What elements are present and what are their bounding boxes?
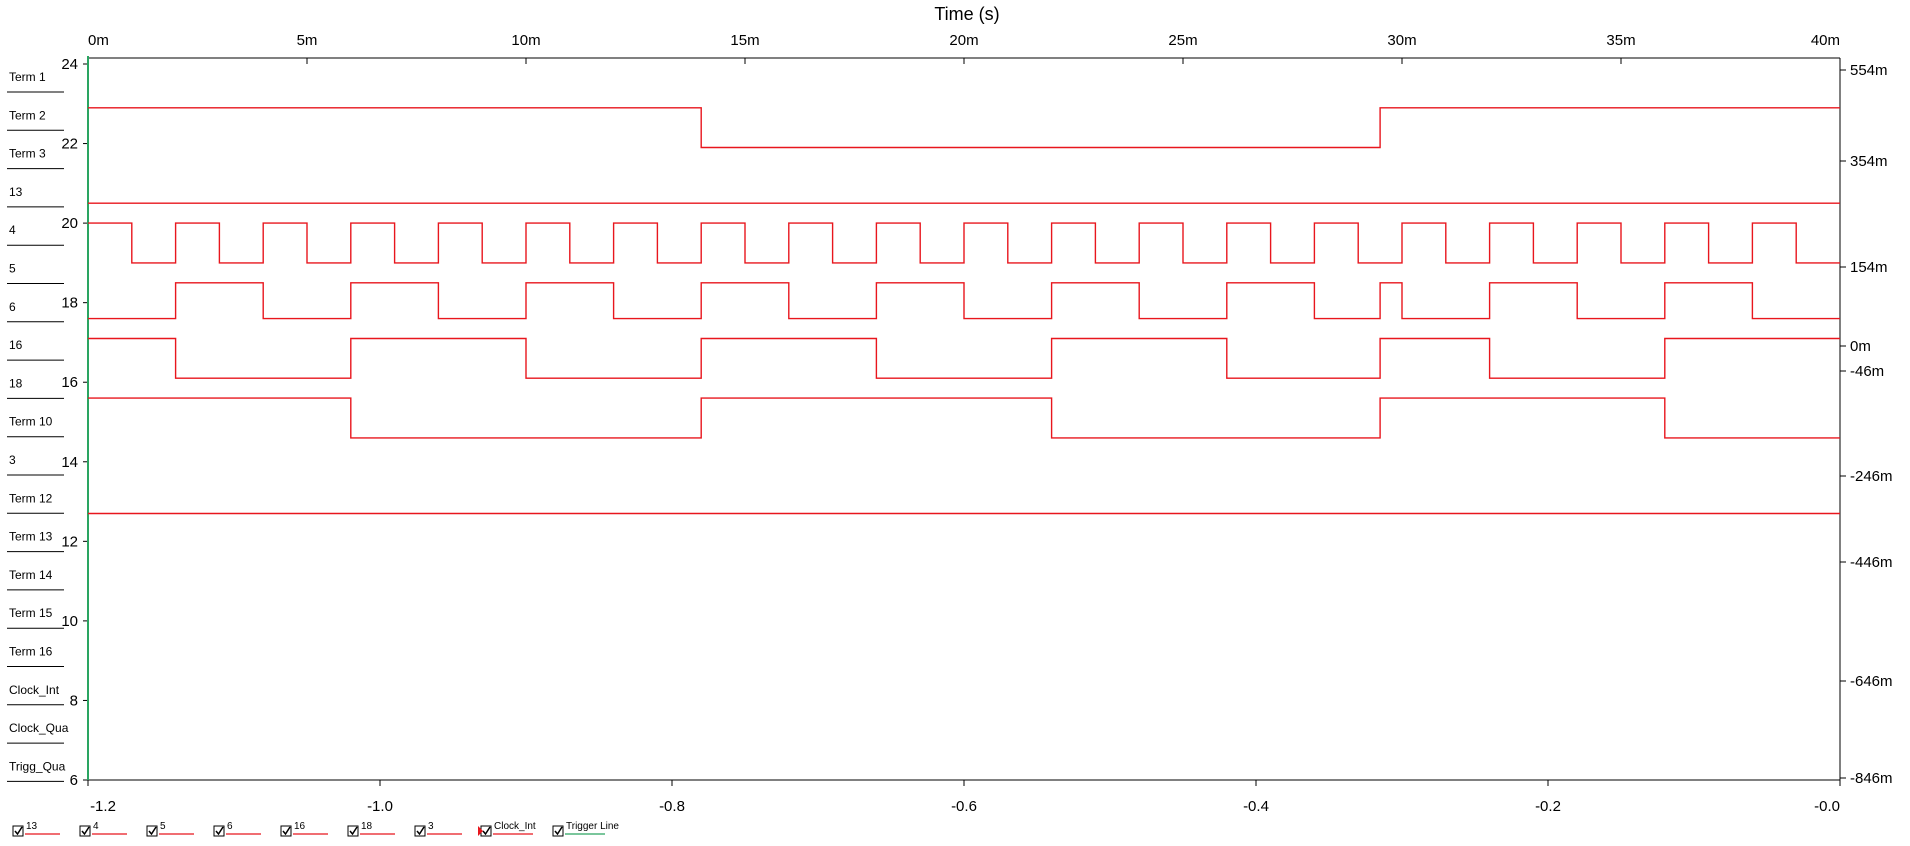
trace-18 bbox=[88, 397, 1840, 439]
legend-item-13[interactable]: 13 bbox=[12, 821, 60, 837]
legend-label: Clock_Int bbox=[494, 821, 536, 832]
left-axis-tick-label: 8 bbox=[70, 692, 78, 709]
channel-label[interactable]: Term 3 bbox=[9, 147, 46, 161]
right-axis-tick-label: -446m bbox=[1850, 554, 1893, 571]
checkmark-icon bbox=[482, 826, 491, 836]
clock-marker-icon bbox=[478, 826, 483, 836]
right-axis-tick-label: 154m bbox=[1850, 259, 1888, 276]
right-axis-tick-label: 0m bbox=[1850, 338, 1871, 355]
top-axis-tick-label: 0m bbox=[88, 32, 109, 49]
legend-checkbox[interactable] bbox=[552, 825, 564, 837]
bottom-axis-tick-label: -1.0 bbox=[367, 798, 393, 815]
trace-6 bbox=[88, 282, 1840, 320]
channel-label[interactable]: 4 bbox=[9, 223, 16, 237]
legend-item-18[interactable]: 18 bbox=[347, 821, 395, 837]
channel-label[interactable]: Term 12 bbox=[9, 491, 53, 505]
right-axis-tick-label: 554m bbox=[1850, 62, 1888, 79]
right-axis-tick-label: -46m bbox=[1850, 363, 1884, 380]
legend-item-3[interactable]: 3 bbox=[414, 821, 462, 837]
trace-16 bbox=[88, 337, 1840, 379]
legend-item-16[interactable]: 16 bbox=[280, 821, 328, 837]
trace-5 bbox=[88, 222, 1840, 264]
legend-item-clock_int[interactable]: Clock_Int bbox=[480, 821, 536, 837]
legend-checkbox[interactable] bbox=[213, 825, 225, 837]
legend-item-6[interactable]: 6 bbox=[213, 821, 261, 837]
top-axis-tick-label: 35m bbox=[1606, 32, 1635, 49]
top-axis-tick-label: 20m bbox=[949, 32, 978, 49]
legend-label: 18 bbox=[361, 821, 373, 832]
top-axis-tick-label: 40m bbox=[1811, 32, 1840, 49]
bottom-axis-tick-label: -1.2 bbox=[90, 798, 116, 815]
channel-label[interactable]: 6 bbox=[9, 300, 16, 314]
checkmark-icon bbox=[349, 826, 358, 836]
legend-item-5[interactable]: 5 bbox=[146, 821, 194, 837]
channel-label[interactable]: Term 15 bbox=[9, 606, 53, 620]
right-axis-tick-label: -646m bbox=[1850, 673, 1893, 690]
right-axis-tick-label: 354m bbox=[1850, 153, 1888, 170]
left-axis-tick-label: 10 bbox=[61, 613, 78, 630]
legend-label: 16 bbox=[294, 821, 306, 832]
top-axis-tick-label: 25m bbox=[1168, 32, 1197, 49]
checkmark-icon bbox=[148, 826, 157, 836]
left-axis-tick-label: 20 bbox=[61, 215, 78, 232]
channel-label[interactable]: 18 bbox=[9, 376, 23, 390]
checkmark-icon bbox=[81, 826, 90, 836]
legend-checkbox[interactable] bbox=[414, 825, 426, 837]
legend-label: 4 bbox=[93, 821, 99, 832]
bottom-axis-tick-label: -0.8 bbox=[659, 798, 685, 815]
legend-item-trigger-line[interactable]: Trigger Line bbox=[552, 821, 619, 837]
top-axis-tick-label: 5m bbox=[297, 32, 318, 49]
legend-label: 13 bbox=[26, 821, 38, 832]
bottom-axis-tick-label: -0.6 bbox=[951, 798, 977, 815]
checkmark-icon bbox=[14, 826, 23, 836]
right-axis-tick-label: -246m bbox=[1850, 468, 1893, 485]
top-axis-tick-label: 10m bbox=[511, 32, 540, 49]
channel-label[interactable]: 16 bbox=[9, 338, 23, 352]
legend-label: Trigger Line bbox=[566, 821, 619, 832]
channel-label[interactable]: Term 13 bbox=[9, 530, 53, 544]
channel-label[interactable]: Clock_Qua bbox=[9, 721, 69, 735]
checkmark-icon bbox=[215, 826, 224, 836]
legend-checkbox[interactable] bbox=[12, 825, 24, 837]
legend-checkbox[interactable] bbox=[280, 825, 292, 837]
bottom-axis-tick-label: -0.0 bbox=[1814, 798, 1840, 815]
bottom-axis-tick-label: -0.4 bbox=[1243, 798, 1269, 815]
top-axis-tick-label: 15m bbox=[730, 32, 759, 49]
checkmark-icon bbox=[282, 826, 291, 836]
checkmark-icon bbox=[554, 826, 563, 836]
left-axis-tick-label: 14 bbox=[61, 454, 78, 471]
channel-label[interactable]: 5 bbox=[9, 262, 16, 276]
legend-label: 6 bbox=[227, 821, 233, 832]
left-axis-tick-label: 24 bbox=[61, 56, 78, 73]
left-axis-tick-label: 16 bbox=[61, 374, 78, 391]
channel-label[interactable]: Clock_Int bbox=[9, 683, 60, 697]
checkmark-icon bbox=[416, 826, 425, 836]
channel-label[interactable]: Term 2 bbox=[9, 108, 46, 122]
legend-label: 5 bbox=[160, 821, 166, 832]
channel-label[interactable]: Term 14 bbox=[9, 568, 53, 582]
trace-13 bbox=[88, 107, 1840, 149]
channel-label[interactable]: Term 16 bbox=[9, 645, 53, 659]
right-axis-tick-label: -846m bbox=[1850, 770, 1893, 787]
legend-checkbox[interactable] bbox=[79, 825, 91, 837]
legend-item-4[interactable]: 4 bbox=[79, 821, 127, 837]
channel-label[interactable]: 3 bbox=[9, 453, 16, 467]
top-axis-tick-label: 30m bbox=[1387, 32, 1416, 49]
channel-label[interactable]: 13 bbox=[9, 185, 23, 199]
chart-title: Time (s) bbox=[934, 4, 999, 24]
bottom-axis-tick-label: -0.2 bbox=[1535, 798, 1561, 815]
left-axis-tick-label: 18 bbox=[61, 295, 78, 312]
left-axis-tick-label: 22 bbox=[61, 136, 78, 153]
left-axis-tick-label: 12 bbox=[61, 533, 78, 550]
channel-label[interactable]: Term 10 bbox=[9, 415, 53, 429]
channel-label[interactable]: Trigg_Qua bbox=[9, 759, 66, 773]
legend-label: 3 bbox=[428, 821, 434, 832]
legend-checkbox[interactable] bbox=[347, 825, 359, 837]
left-axis-tick-label: 6 bbox=[70, 772, 78, 789]
channel-label[interactable]: Term 1 bbox=[9, 70, 46, 84]
legend-checkbox[interactable] bbox=[146, 825, 158, 837]
